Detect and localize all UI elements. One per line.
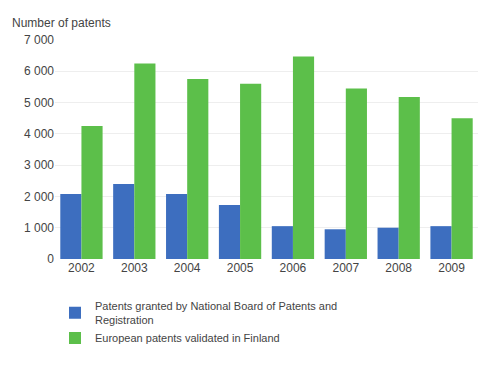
svg-text:4 000: 4 000	[24, 127, 54, 141]
svg-text:7 000: 7 000	[24, 33, 54, 47]
svg-text:2005: 2005	[227, 261, 254, 275]
svg-text:5 000: 5 000	[24, 96, 54, 110]
svg-text:2009: 2009	[438, 261, 465, 275]
svg-text:6 000: 6 000	[24, 64, 54, 78]
svg-text:1 000: 1 000	[24, 221, 54, 235]
svg-text:Number of patents: Number of patents	[12, 16, 111, 30]
svg-text:2004: 2004	[174, 261, 201, 275]
svg-text:2002: 2002	[68, 261, 95, 275]
svg-text:0: 0	[47, 252, 54, 266]
svg-text:3 000: 3 000	[24, 158, 54, 172]
svg-text:2006: 2006	[280, 261, 307, 275]
svg-text:2 000: 2 000	[24, 190, 54, 204]
svg-text:2003: 2003	[121, 261, 148, 275]
svg-text:2007: 2007	[332, 261, 359, 275]
svg-text:European patents validated in: European patents validated in Finland	[95, 332, 280, 344]
svg-text:Patents granted by National Bo: Patents granted by National Board of Pat…	[95, 300, 337, 326]
svg-text:2008: 2008	[385, 261, 412, 275]
